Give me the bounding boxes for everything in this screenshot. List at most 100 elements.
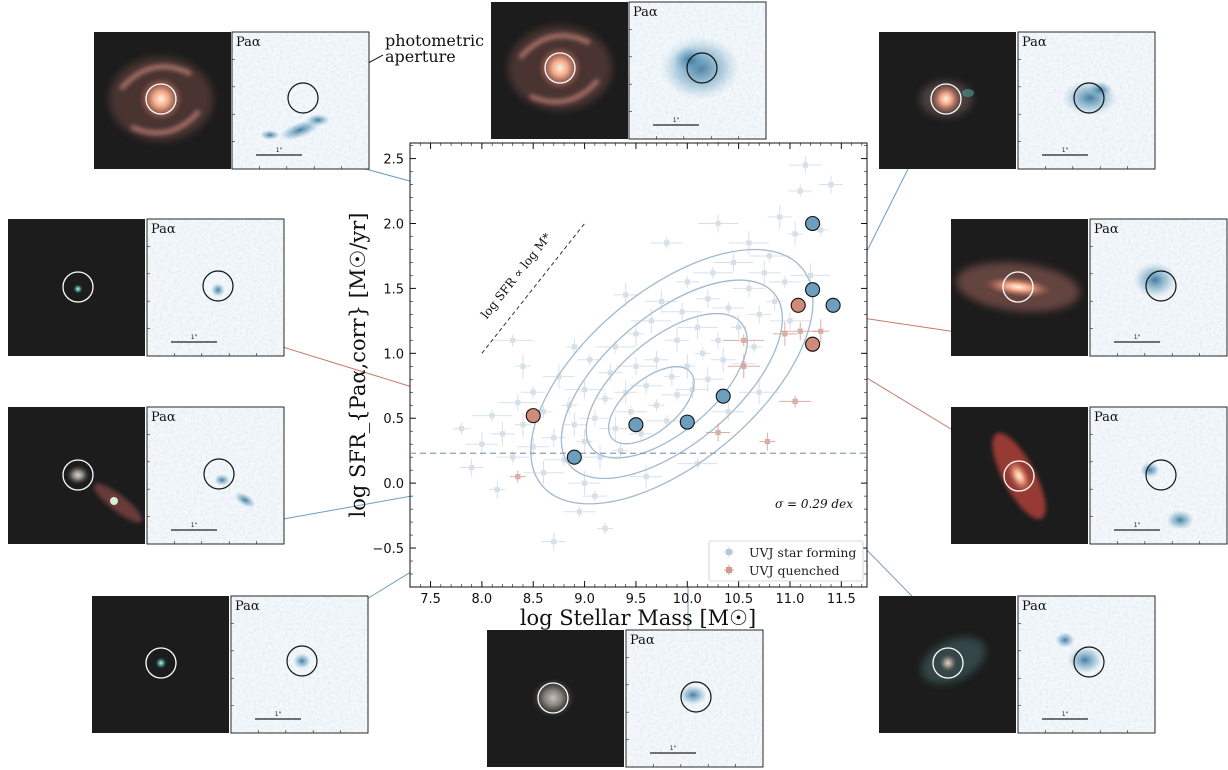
data-point — [710, 331, 727, 350]
callout-line-1: photometric — [385, 31, 484, 50]
data-point — [459, 458, 484, 477]
y-axis-title: log SFR_{Paα,corr} [M☉/yr] — [346, 213, 370, 518]
data-point — [509, 470, 526, 483]
highlighted-point — [715, 388, 731, 404]
aperture-circle-black — [686, 52, 718, 84]
callout-line-2: aperture — [385, 47, 456, 66]
pa-alpha-label: Paα — [1022, 599, 1047, 614]
scale-bar-label: 1" — [275, 711, 282, 718]
rgb-image — [951, 407, 1088, 544]
pa-alpha-label: Paα — [151, 222, 176, 237]
pa-alpha-label: Paα — [633, 5, 658, 20]
data-point — [692, 266, 733, 279]
data-point — [566, 337, 583, 356]
legend-label-quenched: UVJ quenched — [749, 563, 840, 578]
data-point — [772, 321, 797, 346]
rgb-image — [8, 407, 145, 544]
aperture-circle-black — [202, 270, 234, 302]
pa-alpha-label: Paα — [236, 35, 261, 50]
galaxy-thumbnails: Paα 1" Paα 1" Paα 1" Paα 1" Paα 1" Paα 1" Paα 1" Paα 1"… — [8, 1, 1228, 768]
highlighted-point — [805, 282, 821, 298]
x-tick-label: 7.5 — [420, 592, 441, 607]
pa-alpha-label: Paα — [1022, 35, 1047, 50]
series-uvj-quenched — [509, 319, 829, 483]
legend-box — [708, 540, 864, 582]
scale-bar-label: 1" — [670, 745, 677, 752]
data-point — [453, 422, 470, 435]
aperture-circle-black — [1073, 646, 1105, 678]
data-point — [746, 340, 763, 353]
y-tick-label: 0.5 — [383, 412, 404, 427]
data-point — [523, 460, 564, 485]
data-point — [582, 490, 607, 503]
pa-alpha-image: Paα 1" — [625, 629, 764, 768]
pa-alpha-image: Paα 1" — [1017, 31, 1156, 170]
data-point — [787, 221, 804, 246]
rgb-image — [491, 2, 628, 139]
data-point — [665, 328, 690, 353]
data-point — [578, 409, 611, 428]
scale-bar-label: 1" — [1134, 334, 1141, 341]
data-point — [489, 480, 506, 499]
data-point — [698, 214, 739, 233]
data-point — [614, 405, 647, 418]
x-tick-label: 10.5 — [724, 592, 753, 607]
data-point — [739, 380, 780, 405]
pa-alpha-image: Paα 1" — [1089, 406, 1228, 545]
scale-bar-label: 1" — [1062, 147, 1069, 154]
galaxy-thumbnail-pair: Paα 1" — [879, 31, 1156, 170]
y-tick-label: 2.5 — [383, 153, 404, 168]
data-point — [630, 376, 663, 395]
pa-alpha-label: Paα — [630, 633, 655, 648]
galaxy-thumbnail-pair: Paα 1" — [951, 406, 1228, 545]
data-point — [662, 302, 703, 321]
data-point — [769, 311, 810, 330]
galaxy-thumbnail-pair: Paα 1" — [8, 406, 285, 545]
y-tick-label: 1.5 — [383, 282, 404, 297]
scale-bar-label: 1" — [1134, 522, 1141, 529]
data-point — [595, 340, 636, 353]
pa-alpha-label: Paα — [151, 410, 176, 425]
data-point — [766, 292, 783, 311]
aperture-circle-white — [1002, 271, 1034, 303]
y-tick-label: −0.5 — [372, 542, 404, 557]
data-point — [627, 321, 644, 346]
aperture-circle-white — [537, 682, 569, 714]
highlighted-point — [566, 449, 582, 465]
legend-label-star-forming: UVJ star forming — [749, 545, 856, 560]
aperture-circle-black — [287, 82, 319, 114]
aperture-circle-black — [680, 681, 712, 713]
data-point — [727, 354, 760, 379]
data-point — [706, 423, 731, 442]
data-point — [613, 282, 638, 307]
aperture-circle-white — [930, 83, 962, 115]
y-tick-label: 1.0 — [383, 347, 404, 362]
data-point — [562, 412, 587, 437]
data-point — [677, 457, 718, 470]
galaxy-thumbnail-pair: Paα 1" — [92, 595, 369, 734]
x-axis-title: log Stellar Mass [M☉] — [520, 606, 756, 630]
highlighted-point — [805, 336, 821, 352]
data-point — [748, 260, 781, 285]
data-point — [568, 471, 601, 496]
data-point — [631, 308, 672, 333]
galaxy-thumbnail-pair: Paα 1" — [487, 629, 764, 768]
aperture-circle-white — [62, 459, 94, 491]
pa-alpha-image: Paα 1" — [1017, 595, 1156, 734]
series-uvj-star-forming — [453, 156, 844, 551]
highlighted-point — [679, 414, 695, 430]
aperture-circle-black — [1145, 270, 1177, 302]
data-point — [759, 432, 776, 451]
legend-marker-quenched — [724, 565, 734, 575]
scale-bar-label: 1" — [191, 522, 198, 529]
data-point — [645, 289, 678, 314]
data-point — [712, 402, 745, 421]
highlighted-point — [825, 297, 841, 313]
data-point — [749, 249, 790, 262]
data-point — [472, 409, 513, 422]
data-point — [630, 464, 663, 489]
aperture-circle-black — [203, 458, 235, 490]
pa-alpha-image: Paα 1" — [230, 595, 369, 734]
data-point — [597, 522, 614, 535]
data-point — [465, 432, 498, 457]
